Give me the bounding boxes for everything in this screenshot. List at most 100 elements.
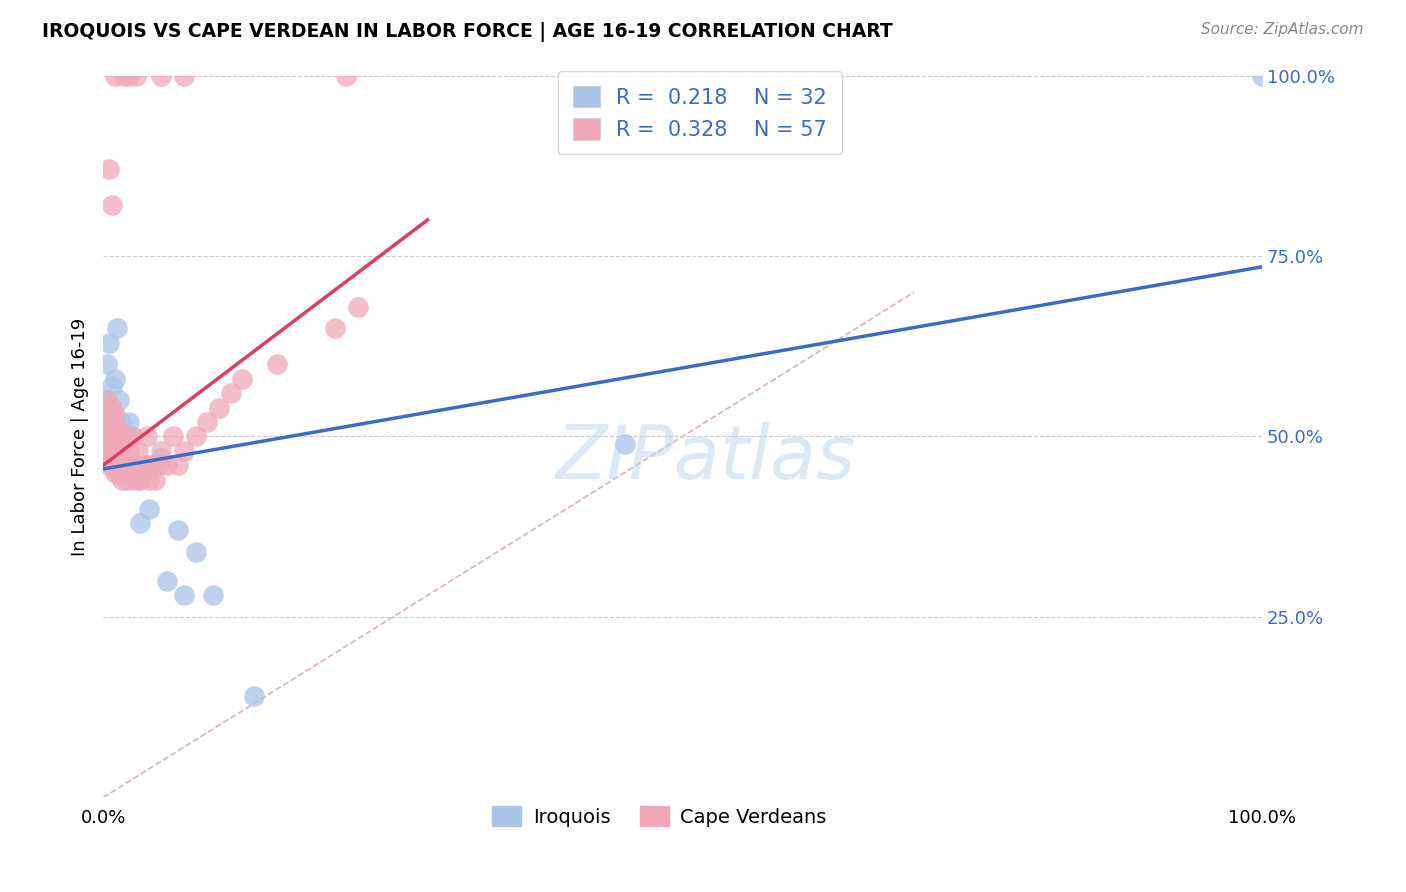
Point xyxy=(141,458,163,473)
Point xyxy=(167,524,190,538)
Point xyxy=(231,372,253,386)
Point xyxy=(111,473,134,487)
Point xyxy=(121,473,143,487)
Point xyxy=(101,379,124,393)
Point xyxy=(97,422,120,436)
Point xyxy=(156,574,179,588)
Point xyxy=(132,458,155,473)
Point xyxy=(93,429,115,443)
Point xyxy=(138,501,160,516)
Point xyxy=(96,357,118,371)
Point xyxy=(197,415,219,429)
Point xyxy=(107,466,129,480)
Point xyxy=(129,473,152,487)
Point xyxy=(335,69,357,83)
Point xyxy=(143,458,166,473)
Point xyxy=(104,458,127,473)
Point xyxy=(108,393,131,408)
Point xyxy=(202,588,225,602)
Point xyxy=(117,69,139,83)
Point xyxy=(110,444,132,458)
Point xyxy=(105,422,128,436)
Point xyxy=(103,451,125,466)
Point xyxy=(96,393,118,408)
Point xyxy=(266,357,288,371)
Point xyxy=(100,415,122,429)
Point xyxy=(173,444,195,458)
Point xyxy=(167,458,190,473)
Point xyxy=(98,401,121,415)
Point xyxy=(101,458,124,473)
Point xyxy=(110,444,132,458)
Point xyxy=(94,444,117,458)
Point xyxy=(143,473,166,487)
Point xyxy=(104,436,127,450)
Point xyxy=(105,451,128,466)
Point xyxy=(208,401,231,415)
Point xyxy=(103,422,125,436)
Point xyxy=(156,458,179,473)
Y-axis label: In Labor Force | Age 16-19: In Labor Force | Age 16-19 xyxy=(72,318,89,556)
Point xyxy=(150,451,173,466)
Point xyxy=(173,588,195,602)
Point xyxy=(112,429,135,443)
Point xyxy=(107,436,129,450)
Text: ZIPatlas: ZIPatlas xyxy=(555,422,856,494)
Point xyxy=(162,429,184,443)
Point xyxy=(150,69,173,83)
Text: IROQUOIS VS CAPE VERDEAN IN LABOR FORCE | AGE 16-19 CORRELATION CHART: IROQUOIS VS CAPE VERDEAN IN LABOR FORCE … xyxy=(42,22,893,42)
Point xyxy=(121,458,143,473)
Legend: Iroquois, Cape Verdeans: Iroquois, Cape Verdeans xyxy=(484,798,835,835)
Point xyxy=(96,393,118,408)
Point xyxy=(97,436,120,450)
Point xyxy=(97,335,120,350)
Point xyxy=(613,436,636,450)
Point xyxy=(127,444,149,458)
Point xyxy=(110,415,132,429)
Point xyxy=(115,429,138,443)
Text: Source: ZipAtlas.com: Source: ZipAtlas.com xyxy=(1201,22,1364,37)
Point xyxy=(124,69,146,83)
Point xyxy=(101,415,124,429)
Point xyxy=(1251,69,1274,83)
Point xyxy=(101,401,124,415)
Point xyxy=(323,321,346,335)
Point xyxy=(347,300,370,314)
Point xyxy=(136,429,159,443)
Point xyxy=(108,458,131,473)
Point xyxy=(101,429,124,443)
Point xyxy=(104,444,127,458)
Point xyxy=(98,429,121,443)
Point xyxy=(97,451,120,466)
Point xyxy=(127,473,149,487)
Point xyxy=(104,408,127,422)
Point xyxy=(121,429,143,443)
Point xyxy=(173,69,195,83)
Point xyxy=(104,466,127,480)
Point xyxy=(112,466,135,480)
Point xyxy=(136,458,159,473)
Point xyxy=(104,429,127,443)
Point xyxy=(184,429,207,443)
Point xyxy=(124,458,146,473)
Point xyxy=(101,198,124,212)
Point xyxy=(105,429,128,443)
Point xyxy=(150,444,173,458)
Point xyxy=(219,386,242,401)
Point xyxy=(112,69,135,83)
Point xyxy=(184,545,207,559)
Point xyxy=(104,69,127,83)
Point xyxy=(97,162,120,177)
Point xyxy=(97,408,120,422)
Point xyxy=(138,473,160,487)
Point xyxy=(121,429,143,443)
Point xyxy=(242,690,264,704)
Point xyxy=(115,473,138,487)
Point xyxy=(100,444,122,458)
Point xyxy=(96,415,118,429)
Point xyxy=(97,458,120,473)
Point xyxy=(105,321,128,335)
Point xyxy=(129,516,152,530)
Point xyxy=(104,372,127,386)
Point xyxy=(117,415,139,429)
